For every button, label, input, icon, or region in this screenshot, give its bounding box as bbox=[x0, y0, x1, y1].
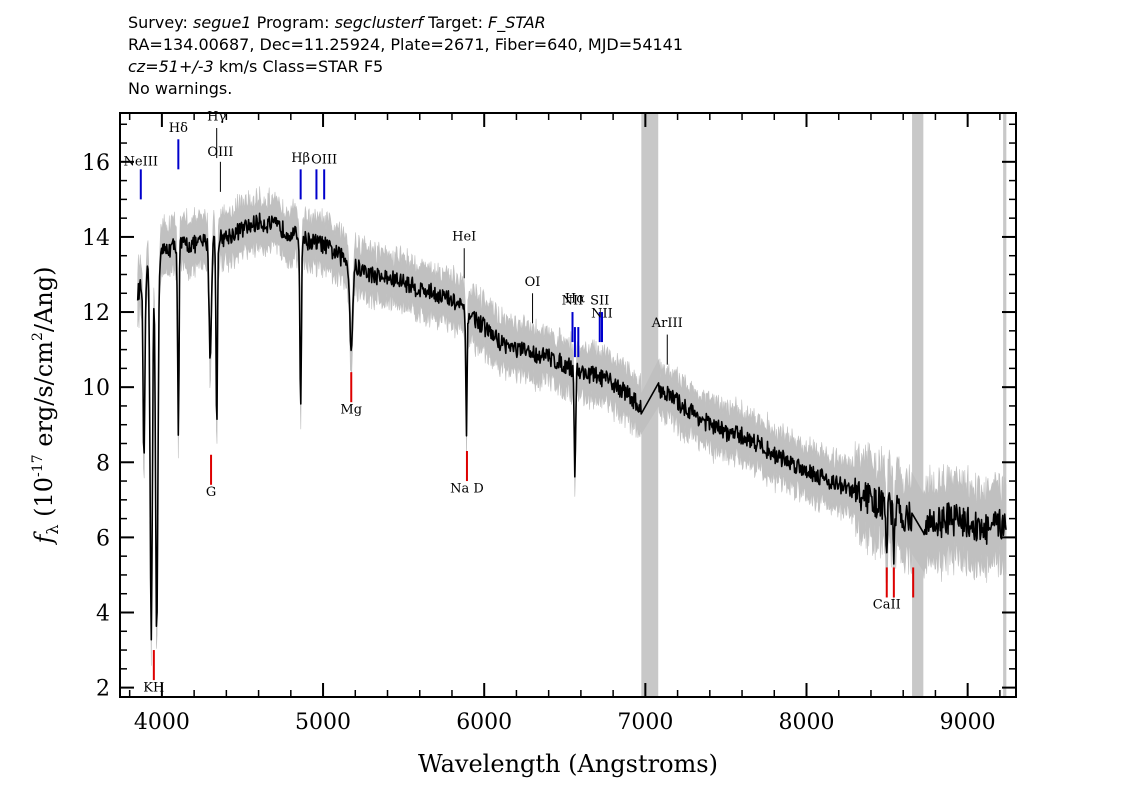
line-label-8: OI bbox=[525, 275, 541, 290]
class-value: km/s Class=STAR F5 bbox=[218, 57, 384, 76]
masked-band-2 bbox=[1003, 113, 1007, 697]
program-label: Program: bbox=[256, 13, 330, 32]
x-axis: 4000 5000 6000 7000 8000 9000 bbox=[128, 113, 1001, 735]
header-line-1: Survey: segue1 Program: segclusterf Targ… bbox=[128, 12, 1108, 34]
y-tick-label-7: 16 bbox=[82, 151, 110, 176]
line-label-7: HeI bbox=[452, 230, 476, 245]
y-label-part-2: (10 bbox=[30, 477, 58, 525]
redshift-value: cz=51+/-3 bbox=[128, 57, 214, 76]
line-label-12: SII bbox=[590, 294, 609, 309]
error-band-layer bbox=[137, 186, 1007, 666]
y-label-part-4: erg/s/cm bbox=[30, 341, 58, 455]
y-tick-label-6: 14 bbox=[82, 226, 110, 251]
y-tick-label-2: 6 bbox=[96, 526, 110, 551]
survey-label: Survey: bbox=[128, 13, 188, 32]
header-line-2: RA=134.00687, Dec=11.25924, Plate=2671, … bbox=[128, 35, 684, 54]
x-tick-label-3: 7000 bbox=[617, 710, 673, 735]
x-axis-label: Wavelength (Angstroms) bbox=[418, 750, 718, 778]
line-label-14: ArIII bbox=[651, 316, 683, 331]
y-tick-label-0: 2 bbox=[96, 677, 110, 702]
x-tick-label-0: 4000 bbox=[134, 710, 190, 735]
line-label-3: OIII bbox=[207, 145, 233, 160]
line-label-4: Hβ bbox=[291, 151, 310, 166]
header-line-3: cz=51+/-3 km/s Class=STAR F5 bbox=[128, 56, 1108, 78]
x-tick-label-2: 6000 bbox=[456, 710, 512, 735]
line-label-18: CaII bbox=[873, 598, 901, 613]
line-label-17: Na D bbox=[450, 481, 484, 496]
survey-value: segue1 bbox=[192, 13, 252, 32]
x-tick-label-1: 5000 bbox=[295, 710, 351, 735]
y-label-part-5: 2 bbox=[30, 332, 46, 341]
spectrum-header: Survey: segue1 Program: segclusterf Targ… bbox=[128, 12, 1108, 100]
y-tick-label-5: 12 bbox=[82, 301, 110, 326]
line-label-0: NeIII bbox=[124, 155, 158, 170]
flux-line bbox=[136, 212, 1007, 641]
y-tick-label-4: 10 bbox=[82, 376, 110, 401]
y-tick-label-1: 4 bbox=[96, 601, 110, 626]
line-label-13: NII bbox=[591, 307, 613, 322]
target-label: Target: bbox=[428, 13, 483, 32]
line-label-2: Hγ bbox=[207, 110, 226, 125]
masked-band-1 bbox=[912, 113, 924, 697]
y-label-part-6: /Ang) bbox=[30, 267, 58, 333]
target-value: F_STAR bbox=[488, 13, 546, 32]
header-line-4: No warnings. bbox=[128, 79, 233, 98]
line-label-15: Mg bbox=[340, 402, 362, 417]
line-label-9: NII bbox=[562, 294, 584, 309]
x-tick-label-4: 8000 bbox=[779, 710, 835, 735]
line-label-10: Hα bbox=[565, 292, 585, 307]
line-label-1: Hδ bbox=[169, 121, 188, 136]
y-tick-label-3: 8 bbox=[96, 451, 110, 476]
line-label-16: G bbox=[206, 485, 216, 500]
flux-layer bbox=[136, 212, 1007, 641]
x-tick-label-5: 9000 bbox=[940, 710, 996, 735]
program-value: segclusterf bbox=[334, 13, 423, 32]
y-label-part-3: -17 bbox=[30, 454, 46, 477]
line-label-6: OIII bbox=[311, 153, 337, 168]
y-label-part-1: λ bbox=[43, 524, 62, 534]
y-axis-label: fλ (10-17 erg/s/cm2/Ang) bbox=[30, 267, 62, 546]
error-band bbox=[137, 186, 1007, 666]
y-axis: 2 4 6 8 10 12 14 16 bbox=[82, 123, 1016, 702]
line-label-21: KH bbox=[143, 680, 164, 695]
plot-frame bbox=[119, 112, 1017, 698]
